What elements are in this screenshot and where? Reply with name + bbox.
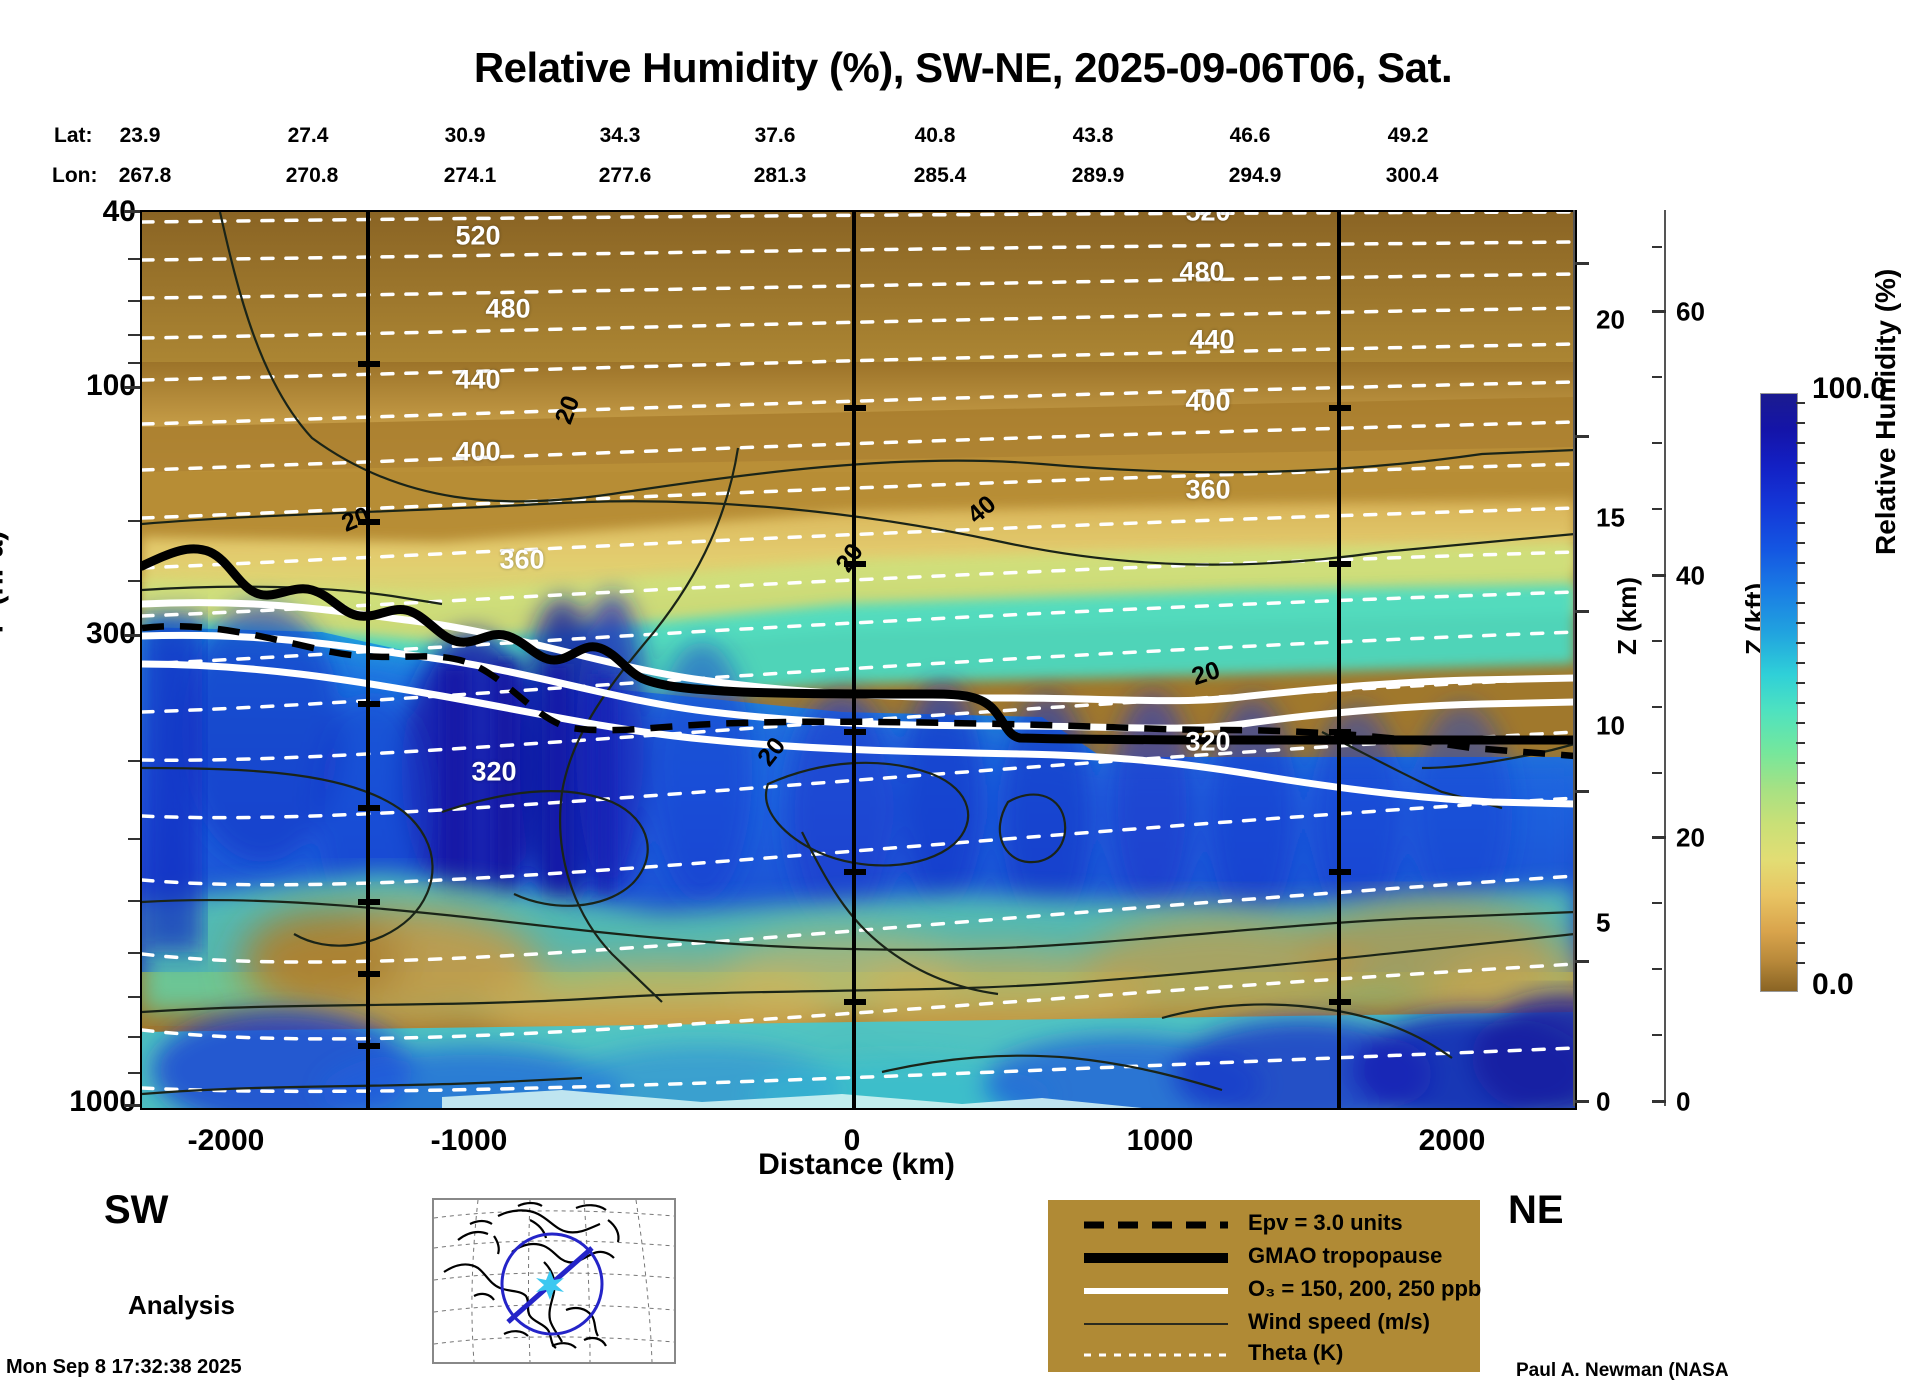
inset-location-map[interactable] bbox=[432, 1198, 676, 1364]
y-tick-pressure: 100 bbox=[85, 369, 136, 402]
y-axis-title-pressure: P (hPa) bbox=[0, 530, 10, 634]
z-km-axis-line bbox=[1573, 210, 1575, 1106]
lat-value: 46.6 bbox=[1229, 124, 1271, 147]
legend-label: GMAO tropopause bbox=[1248, 1243, 1443, 1268]
z-kft-axis-line bbox=[1664, 210, 1666, 1106]
map-center-star-marker bbox=[536, 1270, 564, 1300]
ne-endpoint-label: NE bbox=[1508, 1188, 1564, 1232]
theta-label: 520 bbox=[455, 220, 501, 251]
lat-value: 34.3 bbox=[599, 124, 641, 147]
epv-dashed-line-icon bbox=[1080, 1208, 1232, 1242]
legend-row: Epv = 3.0 units bbox=[1048, 1208, 1480, 1242]
colorbar-gradient bbox=[1761, 394, 1797, 991]
sw-endpoint-label: SW bbox=[104, 1188, 169, 1232]
theta-label: 360 bbox=[499, 544, 545, 575]
lat-value: 37.6 bbox=[754, 124, 796, 147]
lat-value: 40.8 bbox=[914, 124, 956, 147]
author-credit: Paul A. Newman (NASA bbox=[1516, 1360, 1729, 1381]
generation-timestamp: Mon Sep 8 17:32:38 2025 bbox=[6, 1356, 242, 1378]
theta-contours bbox=[142, 212, 1575, 1094]
colorbar-min-label: 0.0 bbox=[1812, 968, 1854, 1001]
x-tick: 0 bbox=[843, 1124, 861, 1157]
legend-label: Epv = 3.0 units bbox=[1248, 1210, 1403, 1235]
epv-contour bbox=[142, 622, 1575, 760]
analysis-label: Analysis bbox=[128, 1290, 235, 1320]
lat-value: 43.8 bbox=[1072, 124, 1114, 147]
x-axis-title: Distance (km) bbox=[758, 1148, 955, 1181]
map-graticule bbox=[433, 1199, 675, 1363]
lat-value: 30.9 bbox=[444, 124, 486, 147]
x-tick: 2000 bbox=[1418, 1124, 1486, 1157]
lon-value: 267.8 bbox=[118, 164, 172, 187]
z-km-tick: 0 bbox=[1596, 1086, 1611, 1117]
lat-row-label: Lat: bbox=[54, 124, 93, 147]
lon-value: 274.1 bbox=[443, 164, 497, 187]
theta-label: 520 bbox=[1185, 212, 1230, 228]
theta-label: 480 bbox=[1179, 256, 1225, 287]
lat-value: 49.2 bbox=[1387, 124, 1429, 147]
theta-label: 400 bbox=[1185, 386, 1231, 417]
lon-row-label: Lon: bbox=[52, 164, 98, 187]
x-tick: 1000 bbox=[1126, 1124, 1194, 1157]
page-title: Relative Humidity (%), SW-NE, 2025-09-06… bbox=[473, 44, 1453, 91]
legend-label: O₃ = 150, 200, 250 ppb bbox=[1248, 1276, 1482, 1301]
plot-legend: Epv = 3.0 units GMAO tropopause O₃ = 150… bbox=[1048, 1200, 1482, 1372]
x-tick: -1000 bbox=[430, 1124, 508, 1157]
lon-value: 270.8 bbox=[285, 164, 339, 187]
theta-label: 320 bbox=[1185, 726, 1231, 757]
legend-row: GMAO tropopause bbox=[1048, 1241, 1480, 1275]
legend-row: Theta (K) bbox=[1048, 1338, 1480, 1372]
theta-label: 360 bbox=[1185, 474, 1231, 505]
inset-map-svg bbox=[433, 1199, 675, 1363]
lon-value: 289.9 bbox=[1071, 164, 1125, 187]
tropopause-solid-line-icon bbox=[1080, 1241, 1232, 1275]
theta-label: 440 bbox=[1189, 324, 1235, 355]
lon-value: 294.9 bbox=[1228, 164, 1282, 187]
z-km-axis-title: Z (km) bbox=[1612, 577, 1642, 655]
relative-humidity-field bbox=[142, 212, 1575, 1108]
colorbar-max-label: 100.0 bbox=[1812, 372, 1888, 405]
z-kft-tick: 20 bbox=[1676, 822, 1705, 853]
wind-speed-thin-line-icon bbox=[1080, 1307, 1232, 1341]
theta-label: 320 bbox=[471, 756, 517, 787]
theta-dotted-line-icon bbox=[1080, 1338, 1232, 1372]
lon-value: 277.6 bbox=[598, 164, 652, 187]
lon-value: 300.4 bbox=[1385, 164, 1439, 187]
y-tick-pressure: 1000 bbox=[69, 1085, 136, 1118]
lon-value: 285.4 bbox=[913, 164, 967, 187]
gmao-tropopause bbox=[142, 544, 1575, 745]
cross-section-plot[interactable]: 520 480 440 400 360 320 520 480 440 400 … bbox=[140, 210, 1577, 1110]
theta-label: 480 bbox=[485, 293, 531, 324]
y-tick-pressure: 300 bbox=[85, 617, 136, 650]
x-tick: -2000 bbox=[187, 1124, 265, 1157]
reference-line-ticks bbox=[358, 361, 1351, 1049]
z-kft-tick: 60 bbox=[1676, 296, 1705, 327]
legend-label: Wind speed (m/s) bbox=[1248, 1309, 1430, 1334]
map-coastlines bbox=[443, 1201, 620, 1349]
z-kft-tick: 40 bbox=[1676, 560, 1705, 591]
z-km-tick: 15 bbox=[1596, 502, 1625, 533]
z-km-tick: 20 bbox=[1596, 304, 1625, 335]
lat-value: 27.4 bbox=[287, 124, 329, 147]
wind-speed-contours bbox=[142, 212, 1575, 1096]
map-range-circle bbox=[500, 1232, 604, 1336]
theta-label: 400 bbox=[455, 436, 501, 467]
ozone-white-line-icon bbox=[1080, 1274, 1232, 1308]
legend-label: Theta (K) bbox=[1248, 1340, 1344, 1365]
lon-value: 281.3 bbox=[753, 164, 807, 187]
z-km-tick: 10 bbox=[1596, 710, 1625, 741]
z-kft-tick: 0 bbox=[1676, 1086, 1691, 1117]
colorbar[interactable] bbox=[1760, 393, 1798, 992]
colorbar-title: Relative Humidity (%) bbox=[1870, 268, 1901, 555]
z-km-tick: 5 bbox=[1596, 907, 1611, 938]
lat-value: 23.9 bbox=[119, 124, 161, 147]
theta-label: 440 bbox=[455, 364, 501, 395]
legend-row: O₃ = 150, 200, 250 ppb bbox=[1048, 1274, 1482, 1308]
legend-row: Wind speed (m/s) bbox=[1048, 1307, 1480, 1341]
